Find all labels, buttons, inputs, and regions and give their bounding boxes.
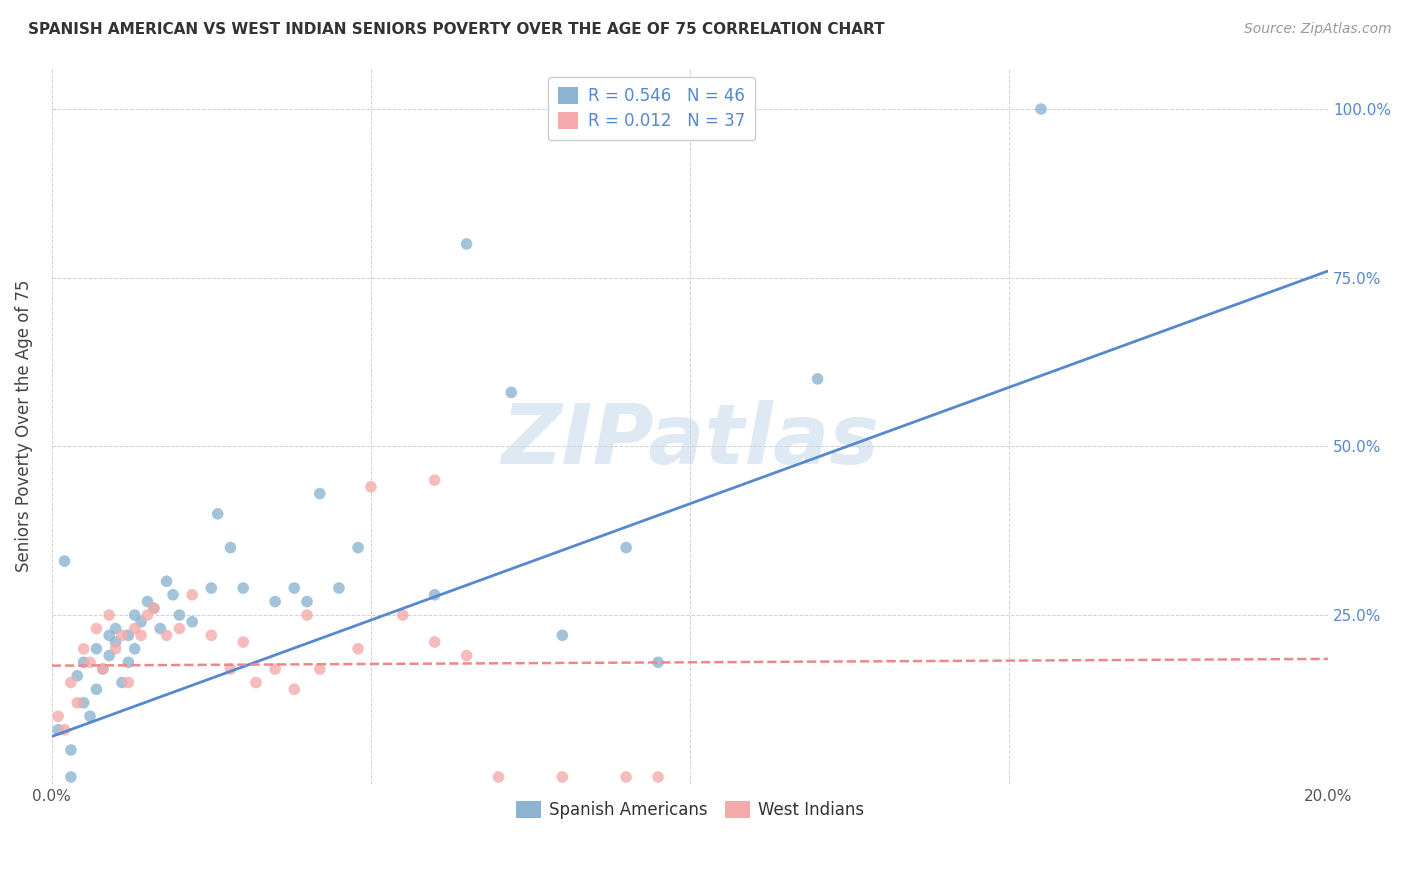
Point: [614, 770, 637, 784]
Point: [104, 641, 127, 656]
Point: [347, 541, 370, 555]
Point: [456, 648, 478, 663]
Point: [360, 480, 382, 494]
Point: [91, 662, 114, 676]
Point: [501, 385, 523, 400]
Point: [232, 581, 254, 595]
Point: [488, 770, 510, 784]
Point: [328, 581, 350, 595]
Point: [423, 588, 446, 602]
Point: [142, 601, 165, 615]
Text: SPANISH AMERICAN VS WEST INDIAN SENIORS POVERTY OVER THE AGE OF 75 CORRELATION C: SPANISH AMERICAN VS WEST INDIAN SENIORS …: [28, 22, 884, 37]
Point: [73, 641, 96, 656]
Point: [104, 635, 127, 649]
Point: [156, 628, 179, 642]
Point: [86, 622, 108, 636]
Point: [124, 608, 146, 623]
Point: [264, 594, 287, 608]
Point: [86, 641, 108, 656]
Point: [104, 622, 127, 636]
Point: [86, 682, 108, 697]
Point: [79, 655, 101, 669]
Point: [142, 601, 165, 615]
Point: [59, 675, 82, 690]
Point: [117, 628, 139, 642]
Point: [98, 608, 121, 623]
Point: [308, 662, 330, 676]
Point: [73, 696, 96, 710]
Point: [181, 588, 204, 602]
Point: [136, 594, 159, 608]
Point: [232, 635, 254, 649]
Point: [200, 581, 222, 595]
Point: [73, 655, 96, 669]
Point: [806, 372, 828, 386]
Point: [551, 628, 574, 642]
Point: [111, 628, 134, 642]
Point: [129, 615, 152, 629]
Point: [181, 615, 204, 629]
Point: [124, 622, 146, 636]
Point: [156, 574, 179, 589]
Point: [391, 608, 413, 623]
Point: [295, 594, 318, 608]
Point: [53, 554, 76, 568]
Point: [245, 675, 267, 690]
Point: [117, 675, 139, 690]
Point: [200, 628, 222, 642]
Point: [136, 608, 159, 623]
Point: [79, 709, 101, 723]
Point: [46, 723, 69, 737]
Point: [456, 236, 478, 251]
Point: [66, 669, 89, 683]
Point: [53, 723, 76, 737]
Text: Source: ZipAtlas.com: Source: ZipAtlas.com: [1244, 22, 1392, 37]
Point: [647, 655, 669, 669]
Point: [219, 541, 242, 555]
Point: [59, 743, 82, 757]
Point: [283, 682, 305, 697]
Point: [91, 662, 114, 676]
Y-axis label: Seniors Poverty Over the Age of 75: Seniors Poverty Over the Age of 75: [15, 280, 32, 573]
Point: [614, 541, 637, 555]
Point: [1029, 102, 1052, 116]
Point: [111, 675, 134, 690]
Point: [308, 486, 330, 500]
Text: ZIPatlas: ZIPatlas: [501, 400, 879, 481]
Point: [219, 662, 242, 676]
Legend: Spanish Americans, West Indians: Spanish Americans, West Indians: [509, 794, 870, 825]
Point: [124, 641, 146, 656]
Point: [264, 662, 287, 676]
Point: [59, 770, 82, 784]
Point: [98, 628, 121, 642]
Point: [162, 588, 184, 602]
Point: [169, 608, 191, 623]
Point: [46, 709, 69, 723]
Point: [169, 622, 191, 636]
Point: [207, 507, 229, 521]
Point: [347, 641, 370, 656]
Point: [129, 628, 152, 642]
Point: [647, 770, 669, 784]
Point: [295, 608, 318, 623]
Point: [551, 770, 574, 784]
Point: [66, 696, 89, 710]
Point: [117, 655, 139, 669]
Point: [423, 473, 446, 487]
Point: [149, 622, 172, 636]
Point: [423, 635, 446, 649]
Point: [283, 581, 305, 595]
Point: [98, 648, 121, 663]
